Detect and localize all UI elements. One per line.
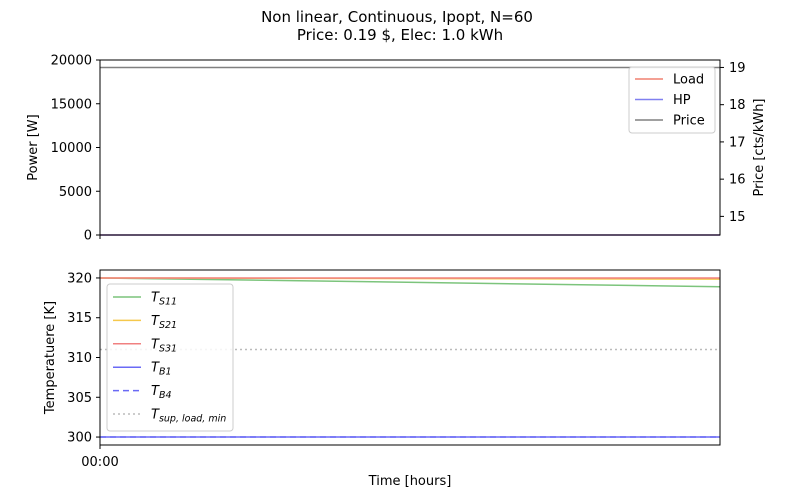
y-right-tick-label: 19 — [729, 61, 746, 76]
legend-label-t-sup-load-min: Tsup, load, min — [151, 408, 226, 425]
legend-label-main: T — [151, 337, 160, 352]
legend-label-main: T — [151, 361, 160, 376]
legend-label-t-b4: TB4 — [151, 384, 172, 401]
legend-label-price: Price — [673, 114, 705, 129]
legend-label-sub: B1 — [159, 367, 172, 378]
legend-label-main: T — [151, 408, 160, 423]
series-line-t-s11 — [99, 277, 721, 288]
y-right-tick-label: 18 — [729, 98, 746, 113]
y-tick-label: 0 — [84, 229, 92, 244]
y-tick-label: 315 — [67, 311, 92, 326]
legend-label-t-b1: TB1 — [151, 361, 172, 378]
y-tick-label: 15000 — [51, 97, 92, 112]
legend-label-load: Load — [673, 73, 704, 88]
legend-label-main: T — [151, 384, 160, 399]
legend-label-main: T — [151, 314, 160, 329]
legend-label-t-s11: TS11 — [151, 291, 177, 308]
y-tick-label: 10000 — [51, 141, 92, 156]
y-tick-label: 305 — [67, 391, 92, 406]
y-axis-label: Power [W] — [26, 114, 41, 180]
legend-label-sub: S31 — [159, 343, 177, 354]
y-tick-label: 5000 — [59, 185, 92, 200]
power-price-panel: 0 5000 10000 15000 20000 15 16 17 18 19 Power [W] P… — [26, 54, 767, 244]
legend-label-hp: HP — [673, 93, 691, 108]
legend-label-sub: S21 — [159, 320, 177, 331]
y-right-tick-label: 17 — [729, 135, 746, 150]
x-axis-label: Time [hours] — [368, 474, 452, 489]
y-tick-label: 320 — [67, 271, 92, 286]
y-tick-label: 310 — [67, 351, 92, 366]
y-axis-label: Temperatuere [K] — [43, 301, 58, 415]
y-right-tick-label: 16 — [729, 173, 746, 188]
figure-title-line1: Non linear, Continuous, Ipopt, N=60 — [261, 8, 533, 26]
legend: Load HP Price — [628, 66, 716, 134]
y-right-tick-label: 15 — [729, 210, 746, 225]
legend-label-sub: sup, load, min — [159, 414, 226, 425]
y-right-axis-label: Price [cts/kWh] — [752, 98, 767, 196]
legend-label-t-s21: TS21 — [151, 314, 177, 331]
x-tick-label: 00:00 — [81, 455, 118, 470]
plot-frame — [99, 59, 721, 236]
legend-label-sub: S11 — [159, 297, 177, 308]
temperature-panel: 300 305 310 315 320 00:00 Temperatuere [K] Time… — [43, 269, 721, 489]
legend-label-t-s31: TS31 — [151, 337, 177, 354]
legend-label-sub: B4 — [159, 390, 172, 401]
figure-title-line2: Price: 0.19 $, Elec: 1.0 kWh — [297, 26, 503, 44]
legend-box — [628, 66, 716, 134]
legend-label-main: T — [151, 291, 160, 306]
y-tick-label: 300 — [67, 431, 92, 446]
y-tick-label: 20000 — [51, 54, 92, 69]
